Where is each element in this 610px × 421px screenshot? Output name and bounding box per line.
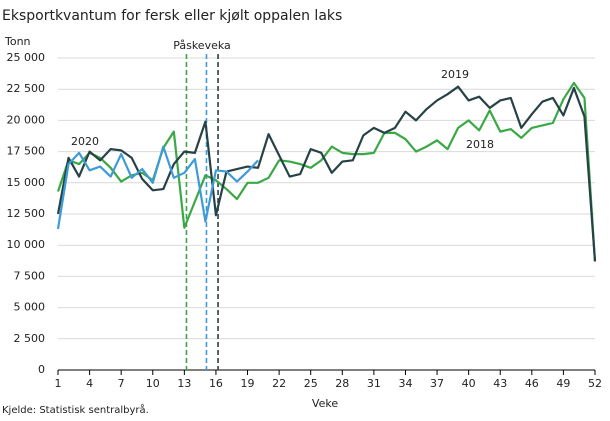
x-tick-label: 4 — [86, 377, 93, 390]
x-tick-label: 10 — [146, 377, 160, 390]
y-tick-label: 17 500 — [7, 145, 46, 158]
x-tick-label: 22 — [272, 377, 286, 390]
y-tick-label: 7 500 — [14, 269, 46, 282]
y-tick-label: 15 000 — [7, 176, 46, 189]
y-tick-label: 25 000 — [7, 51, 46, 64]
x-tick-label: 7 — [118, 377, 125, 390]
y-tick-label: 12 500 — [7, 207, 46, 220]
x-tick-label: 16 — [209, 377, 223, 390]
x-tick-label: 37 — [430, 377, 444, 390]
y-axis-label: Tonn — [4, 35, 31, 48]
x-tick-label: 43 — [493, 377, 507, 390]
source: Kjelde: Statistisk sentralbyrå. — [2, 403, 149, 416]
series-label: 2018 — [466, 138, 494, 151]
x-axis-label: Veke — [312, 397, 338, 410]
x-tick-label: 28 — [335, 377, 349, 390]
y-tick-label: 20 000 — [7, 113, 46, 126]
y-tick-label: 22 500 — [7, 82, 46, 95]
series-label: 2020 — [71, 135, 99, 148]
y-tick-label: 5 000 — [14, 301, 46, 314]
easter-label: Påskeveka — [173, 39, 231, 52]
x-tick-label: 1 — [55, 377, 62, 390]
x-tick-label: 19 — [241, 377, 255, 390]
y-tick-label: 2 500 — [14, 332, 46, 345]
x-tick-label: 13 — [177, 377, 191, 390]
x-tick-label: 31 — [367, 377, 381, 390]
x-tick-label: 40 — [462, 377, 476, 390]
y-tick-label: 10 000 — [7, 238, 46, 251]
series-line — [56, 85, 597, 262]
series-line — [56, 145, 259, 230]
x-tick-label: 34 — [398, 377, 412, 390]
x-tick-label: 49 — [556, 377, 570, 390]
x-tick-label: 25 — [304, 377, 318, 390]
x-tick-label: 52 — [588, 377, 602, 390]
chart-title: Eksportkvantum for fersk eller kjølt opp… — [2, 8, 342, 24]
y-tick-label: 0 — [38, 363, 45, 376]
series-label: 2019 — [441, 68, 469, 81]
x-tick-label: 46 — [525, 377, 539, 390]
